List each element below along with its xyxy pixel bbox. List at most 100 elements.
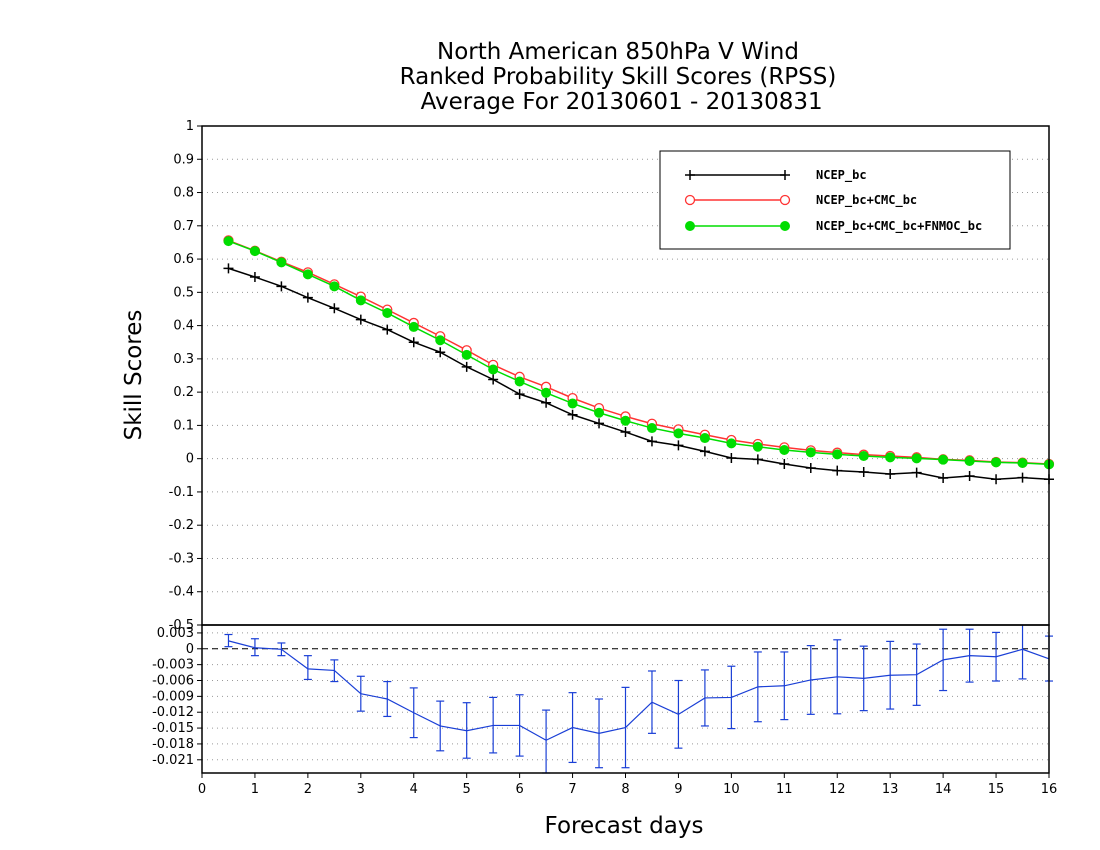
series-point-2 — [779, 445, 790, 456]
chart-title: North American 850hPa V Wind Ranked Prob… — [400, 39, 837, 115]
x-tick-label: 8 — [621, 782, 629, 797]
x-tick-label: 2 — [304, 782, 312, 797]
series-point-0 — [991, 474, 1002, 485]
diff-plot-frame — [201, 624, 1050, 774]
series-line-2 — [228, 240, 1050, 466]
main-y-tick-label: -0.1 — [169, 485, 194, 500]
legend-marker-1 — [779, 194, 791, 206]
series-point-0 — [488, 374, 499, 385]
diff-y-tick-label: -0.018 — [152, 737, 194, 752]
series-point-2 — [938, 454, 949, 465]
series-point-0 — [1017, 472, 1028, 483]
series-point-0 — [302, 292, 313, 303]
series-point-0 — [594, 418, 605, 429]
series-point-2 — [699, 433, 710, 444]
series-point-0 — [541, 397, 552, 408]
diff-y-tick-label: 0.003 — [157, 626, 194, 641]
diff-y-tick-label: -0.021 — [152, 753, 194, 768]
main-y-tick-label: 1 — [186, 119, 194, 134]
series-point-0 — [964, 470, 975, 481]
diff-plot-grid — [202, 632, 1049, 761]
x-tick-label: 9 — [674, 782, 682, 797]
main-y-tick-label: -0.3 — [169, 551, 194, 566]
diff-y-tick-label: 0 — [186, 642, 194, 657]
x-tick-label: 11 — [776, 782, 793, 797]
series-point-2 — [885, 452, 896, 463]
diff-y-tick-label: -0.009 — [152, 689, 194, 704]
legend-label-2: NCEP_bc+CMC_bc+FNMOC_bc — [816, 219, 982, 234]
x-tick-label: 12 — [829, 782, 846, 797]
main-y-tick-label: 0.3 — [173, 352, 194, 367]
series-point-2 — [805, 447, 816, 458]
series-point-2 — [858, 451, 869, 462]
legend-marker-1 — [684, 194, 696, 206]
series-point-0 — [514, 389, 525, 400]
series-point-2 — [726, 438, 737, 449]
x-tick-label: 14 — [935, 782, 952, 797]
series-point-0 — [646, 436, 657, 447]
x-axis-label: Forecast days — [545, 813, 704, 839]
series-point-0 — [858, 466, 869, 477]
legend-label-1: NCEP_bc+CMC_bc — [816, 193, 917, 208]
legend-box — [659, 150, 1011, 250]
series-point-0 — [249, 272, 260, 283]
series-point-0 — [673, 440, 684, 451]
diff-y-tick-label: -0.012 — [152, 705, 194, 720]
series-point-0 — [699, 446, 710, 457]
main-y-tick-label: 0.1 — [173, 418, 194, 433]
series-point-2 — [567, 398, 578, 409]
legend-marker-2 — [780, 221, 790, 231]
series-point-0 — [911, 467, 922, 478]
series-point-2 — [249, 246, 260, 257]
main-y-tick-label: 0.5 — [173, 285, 194, 300]
series-line-1 — [228, 239, 1050, 465]
series-point-0 — [276, 281, 287, 292]
diff-y-ticks: 0.0030-0.003-0.006-0.009-0.012-0.015-0.0… — [152, 626, 202, 768]
series-point-0 — [726, 453, 737, 464]
main-y-tick-label: 0.4 — [173, 319, 194, 334]
series-point-2 — [276, 257, 287, 268]
series-point-2 — [488, 364, 499, 375]
diff-y-tick-label: -0.015 — [152, 721, 194, 736]
x-tick-label: 15 — [988, 782, 1005, 797]
main-y-ticks: 1 0.9 0.8 0.7 0.6 0.5 0.4 0.3 0.2 0.1 0 -0.1 -0.2 -0.… — [169, 119, 202, 633]
main-y-tick-label: 0.9 — [173, 152, 194, 167]
series-point-0 — [435, 347, 446, 358]
series-point-0 — [567, 409, 578, 420]
main-y-tick-label: 0 — [186, 452, 194, 467]
series-point-2 — [594, 407, 605, 418]
x-tick-label: 4 — [410, 782, 418, 797]
main-y-tick-label: 0.8 — [173, 186, 194, 201]
chart-title-line-3: Average For 20130601 - 20130831 — [413, 89, 822, 115]
series-point-2 — [329, 281, 340, 292]
diff-y-tick-label: -0.006 — [152, 674, 194, 689]
x-ticks: 0 1 2 3 4 5 6 7 8 9 10 11 12 13 14 15 16 — [198, 773, 1057, 797]
chart-title-line-1: North American 850hPa V Wind — [437, 39, 799, 65]
series-point-0 — [461, 361, 472, 372]
series-point-2 — [964, 455, 975, 466]
legend-marker-2 — [685, 221, 695, 231]
series-point-0 — [382, 324, 393, 335]
series-point-0 — [832, 465, 843, 476]
series-point-2 — [223, 236, 234, 247]
main-y-tick-label: 0.7 — [173, 219, 194, 234]
series-point-0 — [885, 468, 896, 479]
x-tick-label: 7 — [568, 782, 576, 797]
y-axis-label: Skill Scores — [121, 310, 147, 441]
series-point-2 — [1017, 457, 1028, 468]
series-point-2 — [382, 307, 393, 318]
x-tick-label: 1 — [251, 782, 259, 797]
series-point-2 — [461, 349, 472, 360]
main-y-tick-label: -0.2 — [169, 518, 194, 533]
x-tick-label: 16 — [1041, 782, 1058, 797]
main-y-tick-label: 0.6 — [173, 252, 194, 267]
series-point-0 — [752, 454, 763, 465]
legend: NCEP_bc NCEP_bc+CMC_bc NCEP_bc+CMC_bc+FNMO… — [659, 150, 1011, 250]
x-tick-label: 6 — [515, 782, 523, 797]
main-y-tick-label: -0.5 — [169, 618, 194, 633]
main-series-group — [223, 235, 1055, 485]
series-point-0 — [355, 314, 366, 325]
series-point-0 — [805, 462, 816, 473]
series-point-2 — [355, 295, 366, 306]
